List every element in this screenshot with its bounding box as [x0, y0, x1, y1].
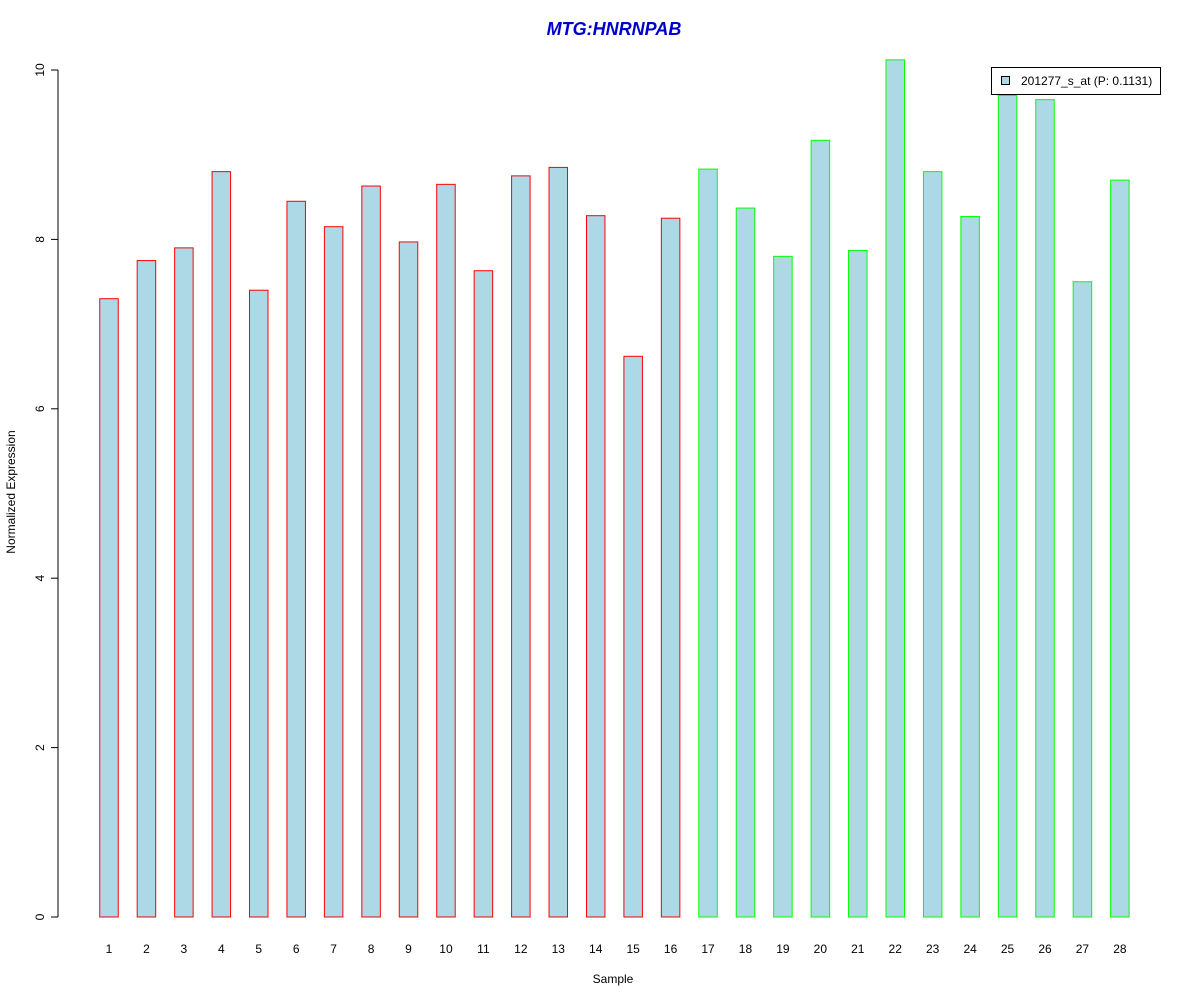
x-tick-label: 15	[626, 942, 640, 956]
x-tick-label: 2	[143, 942, 150, 956]
bar	[660, 217, 681, 918]
x-tick-label: 21	[851, 942, 865, 956]
bar	[511, 175, 531, 918]
bar	[585, 215, 606, 918]
bar	[735, 207, 756, 918]
x-tick-label: 17	[701, 942, 715, 956]
x-tick-label: 1	[106, 942, 113, 956]
bar	[885, 59, 905, 918]
bar	[323, 226, 344, 918]
x-tick-label: 12	[514, 942, 528, 956]
x-tick-label: 25	[1001, 942, 1015, 956]
x-tick-label: 6	[293, 942, 300, 956]
y-tick-label: 4	[33, 575, 47, 582]
y-axis-title: Normalized Expression	[4, 430, 18, 553]
x-tick-label: 5	[255, 942, 262, 956]
x-tick-label: 7	[330, 942, 337, 956]
x-tick-label: 14	[589, 942, 603, 956]
x-tick-label: 22	[889, 942, 903, 956]
bar	[960, 216, 980, 918]
x-tick-label: 28	[1113, 942, 1127, 956]
bar	[99, 298, 119, 918]
bar	[286, 200, 306, 918]
x-tick-label: 20	[814, 942, 828, 956]
bar	[249, 289, 269, 918]
y-axis: 0 2 4 6 8 10	[33, 63, 59, 920]
bar	[810, 139, 831, 918]
bar	[997, 94, 1018, 918]
x-tick-label: 23	[926, 942, 940, 956]
x-tick-label: 10	[439, 942, 453, 956]
chart-title: MTG:HNRNPAB	[546, 19, 682, 39]
bar	[361, 185, 381, 918]
bar	[136, 260, 157, 918]
y-tick-label: 2	[33, 744, 47, 751]
bar	[548, 166, 569, 918]
x-tick-label: 18	[739, 942, 753, 956]
y-tick-label: 10	[33, 63, 47, 77]
x-tick-label: 13	[552, 942, 566, 956]
bar	[1035, 99, 1055, 918]
bar	[773, 255, 793, 918]
legend-label: 201277_s_at (P: 0.1131)	[1021, 74, 1153, 88]
bar	[1072, 281, 1093, 918]
bars	[99, 59, 1130, 918]
bar	[848, 249, 868, 918]
bar	[698, 168, 718, 918]
x-tick-label: 9	[405, 942, 412, 956]
bar	[398, 241, 419, 918]
legend: 201277_s_at (P: 0.1131)	[991, 67, 1161, 95]
x-tick-label: 16	[664, 942, 678, 956]
y-tick-label: 0	[33, 913, 47, 920]
bar	[174, 247, 194, 918]
y-tick-label: 6	[33, 405, 47, 412]
bar	[922, 171, 943, 918]
legend-swatch	[1001, 76, 1010, 85]
x-tick-label: 8	[368, 942, 375, 956]
bar	[436, 183, 456, 918]
x-tick-label: 19	[776, 942, 790, 956]
bar	[211, 171, 232, 918]
x-tick-label: 3	[181, 942, 188, 956]
x-tick-labels: 1 2 3 4 5 6 7 8 9 10 11 12 13 14 15 16 17 18 19 20 21 22 23 24 2…	[106, 942, 1127, 956]
x-axis-title: Sample	[593, 972, 634, 986]
bar	[1110, 179, 1130, 918]
x-tick-label: 26	[1038, 942, 1052, 956]
bar	[623, 355, 643, 918]
x-tick-label: 27	[1076, 942, 1090, 956]
x-tick-label: 11	[477, 942, 490, 956]
x-tick-label: 24	[963, 942, 977, 956]
y-tick-label: 8	[33, 236, 47, 243]
x-tick-label: 4	[218, 942, 225, 956]
bar	[473, 270, 494, 918]
